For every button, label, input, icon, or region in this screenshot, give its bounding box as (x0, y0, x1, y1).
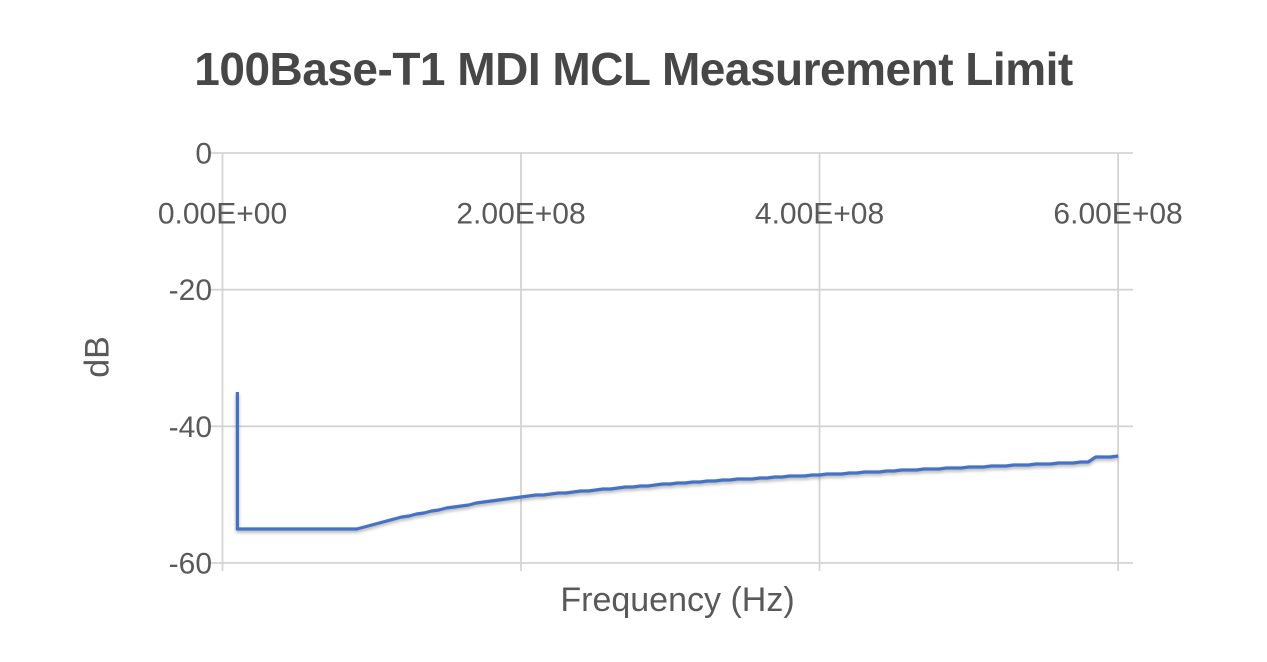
y-tick-label: -60 (169, 548, 212, 581)
y-tick-label: -20 (169, 274, 212, 307)
x-tick-label: 4.00E+08 (755, 198, 884, 231)
x-axis-title: Frequency (Hz) (560, 581, 795, 619)
x-tick-label: 2.00E+08 (456, 198, 585, 231)
y-tick-label: 0 (195, 138, 212, 171)
x-tick-label: 0.00E+00 (158, 198, 287, 231)
chart-title: 100Base-T1 MDI MCL Measurement Limit (194, 43, 1073, 95)
limit-line (235, 392, 1119, 531)
y-tick-label: -40 (169, 411, 212, 444)
x-tick-label: 6.00E+08 (1053, 198, 1182, 231)
